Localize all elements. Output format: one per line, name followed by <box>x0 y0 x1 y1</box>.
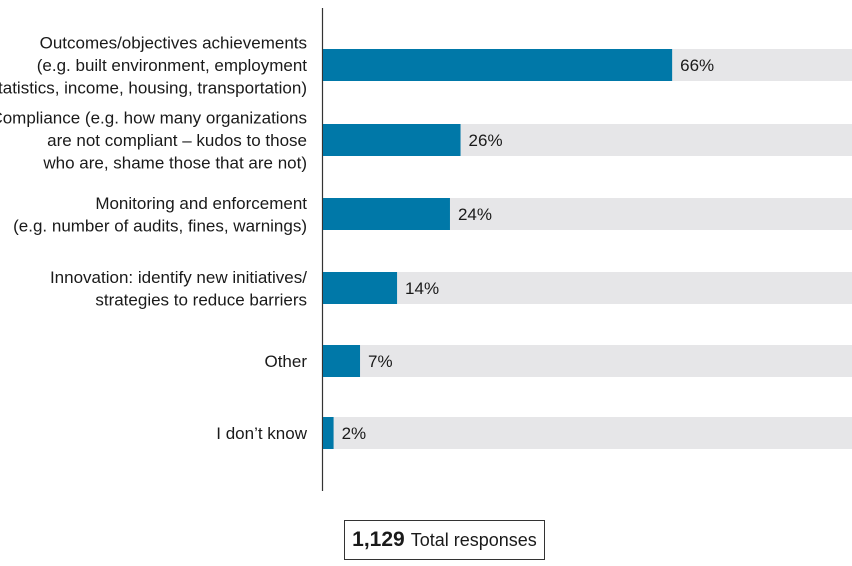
category-label: Monitoring and enforcement (e.g. number o… <box>13 194 307 236</box>
category-label-line: Monitoring and enforcement <box>95 194 307 213</box>
bar-track <box>323 417 852 449</box>
bar-value-label: 24% <box>458 205 492 224</box>
bar-value-label: 7% <box>368 352 393 371</box>
category-label-line: Outcomes/objectives achievements <box>40 34 307 53</box>
bar-chart: 66% Outcomes/objectives achievements (e.g.… <box>0 8 852 491</box>
bar-track <box>323 272 852 304</box>
category-label: Other <box>264 352 307 371</box>
bar-track <box>323 345 852 377</box>
bar <box>323 49 673 81</box>
bar <box>323 417 334 449</box>
bar-value-label: 14% <box>405 279 439 298</box>
category-label-line: statistics, income, housing, transportat… <box>0 79 307 98</box>
total-responses-label: Total responses <box>410 529 537 550</box>
category-label-line: Compliance (e.g. how many organizations <box>0 109 307 128</box>
bar <box>323 345 361 377</box>
category-label: Innovation: identify new initiatives/str… <box>50 268 307 310</box>
category-label-line: Other <box>264 352 307 371</box>
category-label: I don’t know <box>216 424 307 443</box>
category-label-line: strategies to reduce barriers <box>95 290 307 309</box>
total-responses-box: 1,129 Total responses <box>344 520 545 560</box>
category-label-line: (e.g. built environment, employment <box>37 56 308 75</box>
bar <box>323 198 450 230</box>
category-label-line: Innovation: identify new initiatives/ <box>50 268 307 287</box>
bar-value-label: 26% <box>469 131 503 150</box>
bar <box>323 124 461 156</box>
bar-value-label: 66% <box>680 56 714 75</box>
bar <box>323 272 398 304</box>
category-label-line: (e.g. number of audits, fines, warnings) <box>13 216 307 235</box>
bar-value-label: 2% <box>342 424 367 443</box>
category-label-line: are not compliant – kudos to those <box>47 131 307 150</box>
category-label-line: who are, shame those that are not) <box>42 154 307 173</box>
total-responses-count: 1,129 <box>352 528 405 551</box>
category-label-line: I don’t know <box>216 424 307 443</box>
category-label: Outcomes/objectives achievements (e.g. bu… <box>0 34 307 98</box>
category-label: Compliance (e.g. how many organizations a… <box>0 109 307 173</box>
